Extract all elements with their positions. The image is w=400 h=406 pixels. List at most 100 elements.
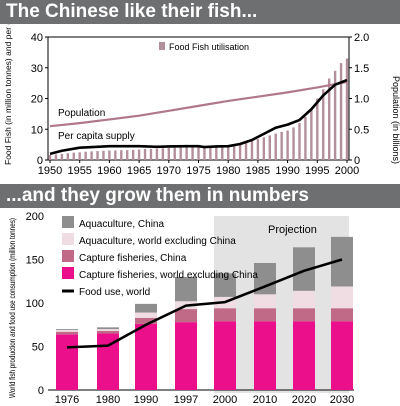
bar-capture-fisheries-world-excluding-china: [56, 334, 78, 390]
top-chart: 0 10 20 30 40 0 0.5 1.0 1.5 2.0 1950 1955 1960 1965…: [3, 24, 400, 177]
per-capita-line: [49, 78, 348, 156]
bottom-y-tick-label: 0: [38, 385, 44, 397]
bar-capture-fisheries-china: [135, 317, 157, 324]
right-tick-label: 0: [354, 155, 360, 167]
food-fish-bar: [250, 140, 254, 160]
top-x-tick-label: 1980: [216, 165, 240, 177]
food-fish-bar: [268, 135, 271, 160]
food-fish-bar: [238, 143, 242, 160]
bar-aquaculture-world-excluding-china: [254, 294, 276, 309]
food-fish-bar: [304, 116, 307, 160]
bar-capture-fisheries-china: [254, 308, 276, 322]
bar-capture-fisheries-world-excluding-china: [293, 321, 315, 390]
top-chart-panel: The Chinese like their fish... 0 10 20 30 40…: [0, 0, 400, 180]
bottom-x-tick-label: 2010: [253, 394, 277, 406]
top-right-axis-title: Population (in billions): [391, 76, 400, 164]
legend-swatch-aquaculture-world-excluding-china: [62, 233, 74, 245]
food-fish-bar: [54, 154, 58, 160]
bottom-x-tick-label: 2030: [330, 394, 354, 406]
food-fish-bar: [72, 152, 75, 160]
top-x-tick-label: 1990: [275, 165, 299, 177]
legend-label-capture-fisheries-world-excluding-china: Capture fisheries, world excluding China: [79, 270, 258, 281]
bottom-x-tick-label: 2020: [292, 394, 316, 406]
top-x-tick-label: 1975: [186, 165, 210, 177]
food-fish-bar: [345, 58, 349, 160]
food-fish-bar: [191, 146, 194, 160]
bottom-y-tick-label: 100: [26, 298, 44, 310]
food-fish-bar: [173, 147, 176, 160]
food-fish-bar: [274, 133, 277, 160]
top-x-tick-label: 1955: [67, 165, 91, 177]
bar-aquaculture-china: [331, 236, 353, 287]
bar-capture-fisheries-china: [56, 331, 78, 335]
projection-label: Projection: [268, 224, 317, 236]
bottom-y-tick-label: 150: [26, 255, 44, 267]
left-tick-label: 0: [37, 155, 43, 167]
food-fish-bar: [286, 130, 289, 160]
food-fish-bar: [48, 155, 52, 160]
food-fish-bar: [333, 70, 337, 160]
bottom-y-tick-label: 50: [32, 342, 44, 354]
top-x-tick-label: 1995: [305, 165, 329, 177]
bottom-x-tick-label: 1997: [174, 394, 198, 406]
bar-capture-fisheries-world-excluding-china: [254, 321, 276, 390]
food-fish-bar: [185, 147, 188, 160]
bar-aquaculture-china: [214, 273, 236, 297]
bar-capture-fisheries-china: [175, 309, 197, 323]
food-fish-bar: [310, 109, 313, 160]
food-fish-bar: [179, 147, 182, 160]
bar-capture-fisheries-world-excluding-china: [135, 323, 157, 390]
bottom-chart: Projection 0 50 100 150 200 1976 1980 1990 1997…: [7, 211, 354, 406]
left-tick-label: 30: [31, 63, 43, 75]
top-x-tick-label: 1970: [157, 165, 181, 177]
food-fish-bar: [66, 153, 70, 160]
bar-capture-fisheries-world-excluding-china: [331, 321, 353, 390]
top-x-tick-label: 1960: [97, 165, 121, 177]
food-fish-bar: [327, 78, 331, 160]
top-x-tick-label: 1965: [127, 165, 151, 177]
bar-aquaculture-china: [175, 276, 197, 302]
food-fish-bar: [131, 149, 135, 160]
legend-swatch-aquaculture-china: [62, 216, 74, 228]
bar-aquaculture-world-excluding-china: [135, 312, 157, 318]
top-x-tick-label: 1985: [246, 165, 270, 177]
legend-swatch-capture-fisheries-china: [62, 250, 74, 262]
legend-label-food-use-world: Food use, world: [79, 287, 150, 298]
bar-capture-fisheries-world-excluding-china: [214, 321, 236, 390]
bar-capture-fisheries-china: [293, 308, 315, 322]
right-tick-label: 2.0: [354, 32, 369, 44]
bar-aquaculture-world-excluding-china: [97, 329, 119, 331]
food-fish-bar: [114, 150, 117, 160]
bar-capture-fisheries-world-excluding-china: [175, 322, 197, 390]
bottom-x-tick-label: 2000: [213, 394, 237, 406]
food-fish-bar: [244, 142, 248, 160]
food-fish-bar: [262, 137, 266, 160]
food-fish-bar: [292, 127, 295, 160]
food-fish-bar: [280, 132, 283, 160]
bottom-y-axis-title-line1: World fish production and food use consu…: [7, 218, 17, 398]
bar-aquaculture-world-excluding-china: [331, 286, 353, 309]
projection-shade: [214, 216, 349, 393]
population-label: Population: [58, 108, 105, 119]
legend-label-aquaculture-world-excluding-china: Aquaculture, world excluding China: [79, 236, 236, 247]
food-fish-bar: [60, 153, 64, 160]
bar-capture-fisheries-china: [214, 308, 236, 322]
food-fish-bar: [161, 148, 165, 160]
bottom-x-tick-label: 1976: [55, 394, 79, 406]
legend-label-aquaculture-china: Aquaculture, China: [79, 219, 164, 230]
legend-label-capture-fisheries-china: Capture fisheries, China: [79, 253, 187, 264]
left-tick-label: 20: [31, 94, 43, 106]
food-fish-bar: [298, 123, 301, 160]
food-fish-bar: [149, 148, 153, 160]
food-fish-bar: [232, 144, 236, 160]
bar-aquaculture-china: [56, 329, 78, 330]
food-fish-bar: [84, 151, 87, 160]
legend-swatch-capture-fisheries-world-excluding-china: [62, 267, 74, 279]
food-fish-bar: [215, 145, 218, 160]
right-tick-label: 1.5: [354, 63, 369, 75]
bottom-chart-panel: ...and they grow them in numbers Project…: [0, 180, 400, 406]
food-fish-bar: [339, 63, 343, 161]
food-fish-bar: [203, 146, 206, 160]
left-tick-label: 10: [31, 124, 43, 136]
food-fish-bar: [143, 148, 147, 160]
